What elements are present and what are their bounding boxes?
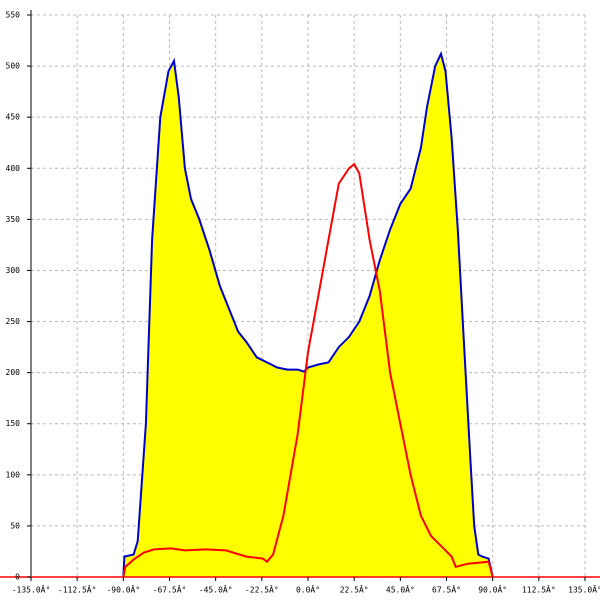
x-tick-label: 135.0Â° [568, 584, 600, 595]
x-tick-label: 22.5Â° [340, 584, 369, 595]
y-tick-label: 100 [6, 470, 21, 479]
x-tick-label: 67.5Â° [432, 584, 461, 595]
y-tick-label: 400 [6, 164, 21, 173]
y-tick-label: 150 [6, 419, 21, 428]
y-tick-label: 200 [6, 368, 21, 377]
series-line [122, 50, 494, 578]
x-tick-label: 112.5Â° [522, 584, 556, 595]
plot [122, 50, 494, 578]
y-tick-label: 300 [6, 266, 21, 275]
y-tick-label: 350 [6, 215, 21, 224]
x-tick-label: -22.5Â° [245, 584, 279, 595]
x-tick-label: 90.0Â° [478, 584, 507, 595]
y-tick-label: 550 [6, 11, 21, 20]
area-fill [123, 53, 493, 578]
x-tick-label: -90.0Â° [106, 584, 140, 595]
y-tick-label: 250 [6, 317, 21, 326]
x-tick-label: 0.0Â° [296, 584, 320, 595]
x-tick-label: -112.5Â° [58, 584, 97, 595]
y-tick-label: 50 [10, 521, 20, 530]
y-tick-label: 0 [15, 573, 20, 582]
x-tick-label: 45.0Â° [386, 584, 415, 595]
y-tick-label: 450 [6, 113, 21, 122]
series-line [122, 162, 494, 578]
labels: 0 50 100 150 200 250 300 350 400 450 500 550 -135.0Â… [6, 11, 600, 595]
x-tick-label: -135.0Â° [12, 584, 51, 595]
x-tick-label: -45.0Â° [199, 584, 233, 595]
x-tick-label: -67.5Â° [153, 584, 187, 595]
y-tick-label: 500 [6, 62, 21, 71]
